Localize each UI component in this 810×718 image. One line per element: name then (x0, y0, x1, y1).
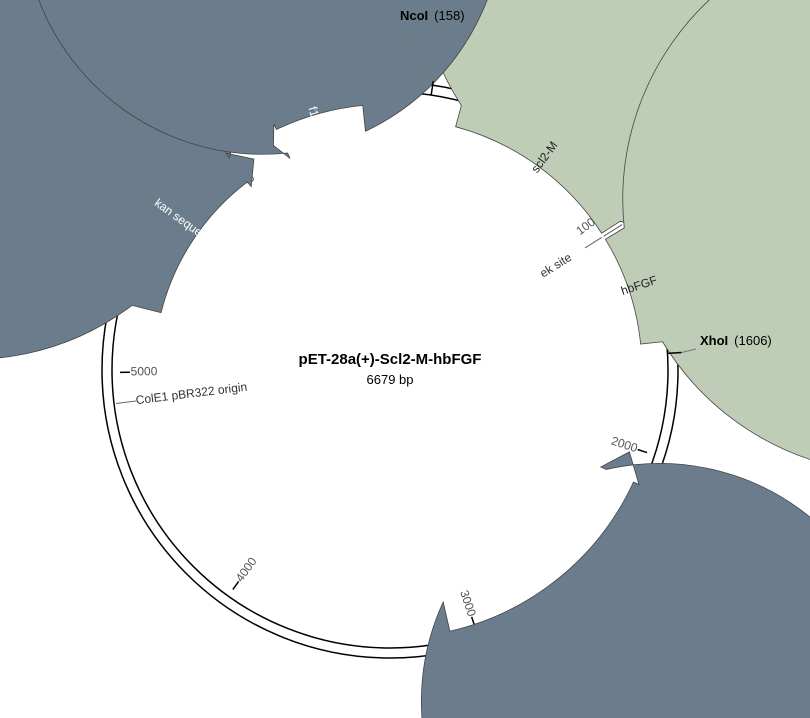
scale-tick (638, 449, 648, 452)
plasmid-name: pET-28a(+)-Scl2-M-hbFGF (299, 351, 482, 368)
pointer-label-eksite: ek site (537, 250, 574, 280)
plasmid-map: 100020003000400050006000scl2-MhbFGFlac I… (0, 0, 810, 718)
enzyme-cut-XhoI (668, 352, 682, 353)
feature-laci (421, 452, 810, 718)
scale-tick-label: 3000 (457, 588, 479, 618)
plasmid-size: 6679 bp (367, 372, 414, 387)
pointer-eksite (585, 237, 602, 248)
feature-label-laci: lac I (547, 545, 572, 571)
pointer-cole1 (116, 401, 136, 403)
scale-tick-label: 2000 (610, 434, 640, 456)
scale-tick (233, 581, 239, 589)
scale-tick-label: 5000 (131, 364, 158, 378)
pointer-label-cole1: ColE1 pBR322 origin (135, 380, 248, 407)
enzyme-label-XhoI: XhoI(1606) (700, 333, 772, 348)
scale-tick-label: 4000 (233, 554, 260, 584)
